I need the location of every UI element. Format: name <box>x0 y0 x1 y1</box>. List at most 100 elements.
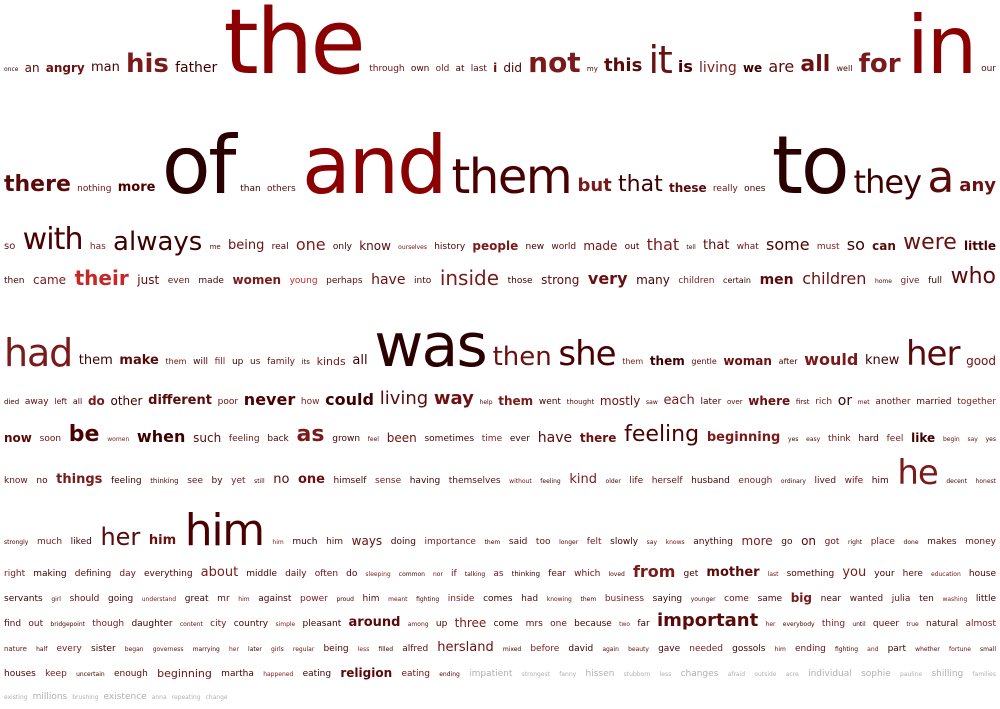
cloud-word: one <box>295 234 326 254</box>
cloud-word: women <box>107 436 130 444</box>
cloud-word: feel <box>367 436 379 444</box>
cloud-word: thought <box>566 398 595 407</box>
cloud-word: new <box>525 241 545 252</box>
cloud-word: old <box>435 63 450 74</box>
cloud-word: but <box>577 175 612 197</box>
cloud-word: him <box>362 593 380 604</box>
cloud-word: bridgepoint <box>50 621 85 629</box>
cloud-word: hard <box>858 433 879 444</box>
cloud-word: pleasant <box>302 618 342 629</box>
cloud-word: married <box>916 396 952 407</box>
cloud-word: same <box>757 593 783 604</box>
cloud-word: grown <box>332 433 361 444</box>
cloud-word: out <box>624 241 640 252</box>
cloud-word: anna <box>151 694 167 702</box>
cloud-word: ways <box>351 534 383 549</box>
cloud-word: feeling <box>228 433 260 444</box>
cloud-word: two <box>619 621 631 629</box>
cloud-word: come <box>493 618 519 629</box>
cloud-word: things <box>56 472 103 488</box>
cloud-word: everybody <box>782 621 815 629</box>
cloud-word: will <box>193 356 208 367</box>
cloud-word: about <box>200 565 239 581</box>
cloud-word: ten <box>919 593 934 604</box>
cloud-word: easy <box>806 436 821 444</box>
cloud-word: own <box>410 63 430 74</box>
cloud-word: some <box>766 234 810 254</box>
cloud-word: doing <box>390 536 416 547</box>
cloud-word: him <box>774 646 786 654</box>
cloud-word: at <box>455 63 465 74</box>
cloud-word: three <box>454 616 487 631</box>
cloud-word: yet <box>231 475 246 486</box>
cloud-word: shilling <box>931 668 964 679</box>
cloud-word: filled <box>378 646 394 654</box>
cloud-word: saying <box>652 593 683 604</box>
cloud-word: almost <box>965 618 996 629</box>
cloud-word: woman <box>723 354 772 369</box>
cloud-word: all <box>72 397 83 407</box>
cloud-word: make <box>119 353 159 369</box>
cloud-word: much <box>292 536 318 547</box>
cloud-word: its <box>301 358 310 367</box>
cloud-word: them <box>498 394 534 409</box>
cloud-word: and <box>867 646 879 654</box>
cloud-word: say <box>967 436 978 444</box>
cloud-word: know <box>359 239 391 254</box>
cloud-word: beginning <box>157 666 212 680</box>
cloud-word: family <box>267 356 295 367</box>
cloud-word: existence <box>103 691 147 702</box>
cloud-word: honest <box>975 478 996 486</box>
cloud-word: saw <box>646 399 658 407</box>
cloud-word: much <box>36 536 63 547</box>
cloud-word: what <box>736 241 759 252</box>
cloud-word: your <box>874 568 895 579</box>
cloud-word: others <box>266 183 296 194</box>
cloud-word: them <box>580 596 597 604</box>
cloud-word: where <box>748 394 791 409</box>
cloud-word: how <box>300 396 320 407</box>
cloud-word: pauline <box>900 671 923 679</box>
cloud-word: poor <box>217 396 239 407</box>
cloud-word: inside <box>447 593 475 604</box>
cloud-word: never <box>243 389 296 409</box>
cloud-word: her <box>765 621 776 629</box>
cloud-word: come <box>724 593 749 604</box>
cloud-word: made <box>198 275 224 286</box>
cloud-word: change <box>205 694 228 702</box>
cloud-word: half <box>36 646 48 654</box>
cloud-word: importance <box>424 536 476 547</box>
cloud-word: into <box>414 275 432 286</box>
cloud-word: an <box>24 61 40 76</box>
cloud-word: over <box>726 398 743 407</box>
cloud-word: then <box>4 275 25 286</box>
cloud-word: met <box>857 399 870 407</box>
cloud-word: which <box>574 568 601 579</box>
cloud-word: them <box>78 353 113 369</box>
cloud-word: help <box>479 399 493 407</box>
cloud-word: comes <box>483 593 513 604</box>
cloud-word: liked <box>70 536 92 547</box>
cloud-word: lived <box>814 475 837 486</box>
cloud-word: gossols <box>732 643 766 654</box>
cloud-word: him <box>871 475 889 486</box>
cloud-word: fortune <box>948 646 971 654</box>
cloud-word: defining <box>74 568 112 579</box>
cloud-word: their <box>74 265 129 290</box>
cloud-word: daily <box>285 568 307 579</box>
cloud-word: go <box>781 536 793 547</box>
cloud-word: men <box>759 271 794 288</box>
cloud-word: time <box>481 433 503 444</box>
cloud-word: out <box>28 618 44 629</box>
cloud-word: no <box>273 472 290 488</box>
cloud-word: you <box>842 565 867 581</box>
cloud-word: him <box>326 536 344 547</box>
cloud-word: houses <box>4 668 36 679</box>
cloud-word: fanny <box>559 671 577 679</box>
cloud-word: sister <box>91 643 116 654</box>
cloud-word: should <box>69 593 100 604</box>
cloud-word: if <box>451 568 457 579</box>
cloud-word: the <box>223 0 365 96</box>
cloud-word: eating <box>302 668 332 679</box>
cloud-word: tell <box>686 244 696 252</box>
